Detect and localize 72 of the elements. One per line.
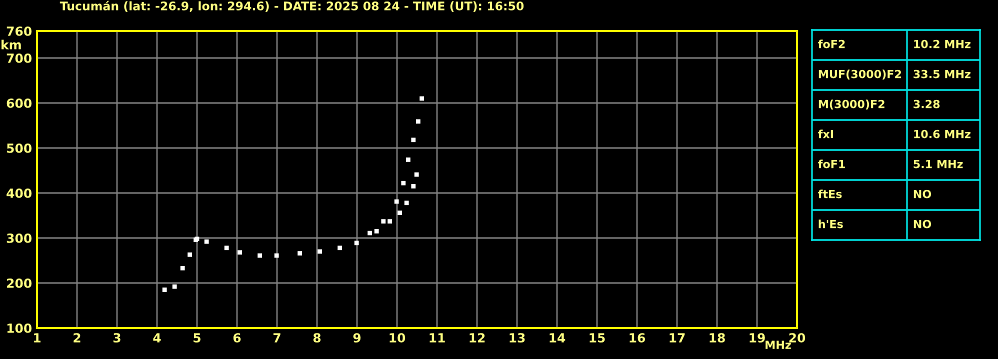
point	[298, 251, 302, 256]
x-tick-label: 10	[390, 333, 406, 343]
y-tick-label: 300	[6, 233, 32, 243]
y-tick-label: 400	[6, 188, 32, 198]
point	[388, 219, 392, 224]
x-tick-label: 12	[470, 333, 485, 342]
text: 33.5 MHz	[914, 70, 970, 78]
x-tick-label: 6	[233, 333, 241, 343]
x-tick-label: 18	[710, 333, 725, 343]
y-tick-label: 600	[6, 98, 32, 108]
point	[180, 266, 185, 270]
text: NO	[914, 190, 932, 198]
text: M(3000)F2	[818, 100, 884, 110]
point	[188, 252, 192, 257]
x-tick-label: 13	[510, 333, 525, 343]
point	[416, 119, 420, 124]
point	[411, 184, 416, 188]
point	[274, 253, 279, 258]
x-tick-label: 3	[113, 333, 120, 343]
text: 10.2 MHz	[914, 40, 970, 48]
point	[401, 180, 406, 186]
point	[172, 284, 177, 289]
y-tick-label: 500	[7, 143, 32, 153]
point	[224, 246, 229, 250]
point	[406, 158, 410, 162]
x-tick-label: 15	[590, 333, 605, 343]
x-tick-label: 8	[313, 333, 321, 343]
x-tick-label: 4	[153, 333, 161, 342]
point	[368, 230, 372, 236]
text: ftEs	[818, 190, 842, 198]
x-tick-label: 20	[789, 333, 806, 343]
x-tick-label: 19	[750, 333, 765, 343]
text: 5.1 MHz	[914, 160, 963, 168]
point	[204, 239, 209, 244]
point	[398, 210, 402, 215]
y-tick-label: 700	[6, 53, 32, 63]
x-tick-label: 7	[273, 333, 280, 342]
y-tick-label: 100	[7, 323, 32, 333]
point	[238, 250, 242, 255]
text: NO	[914, 220, 932, 228]
point	[374, 229, 379, 234]
point	[318, 249, 322, 254]
point	[354, 240, 359, 246]
x-axis-title: MHz	[766, 340, 791, 349]
point	[420, 96, 424, 101]
text: h'Es	[818, 220, 843, 228]
x-tick-label: 14	[550, 333, 566, 342]
x-tick-label: 11	[430, 333, 445, 342]
point	[411, 138, 416, 142]
y-tick-label: 200	[7, 278, 32, 288]
text: foF1	[818, 160, 845, 168]
point	[162, 288, 167, 292]
point	[404, 200, 409, 206]
text: 3.28	[914, 100, 940, 108]
y-tick-label: 760	[6, 26, 32, 36]
x-tick-label: 5	[194, 333, 200, 343]
point	[338, 246, 342, 250]
x-tick-label: 1	[34, 333, 40, 342]
text: 10.6 MHz	[914, 130, 970, 138]
point	[414, 172, 419, 177]
x-tick-label: 2	[74, 333, 80, 342]
point	[258, 253, 262, 258]
point	[394, 199, 399, 204]
x-tick-label: 9	[353, 333, 361, 343]
point	[381, 219, 386, 224]
text: fxI	[818, 130, 833, 138]
text: MUF(3000)F2	[818, 70, 901, 80]
y-axis-title: km	[2, 40, 21, 50]
x-tick-label: 16	[630, 333, 646, 343]
text: foF2	[818, 40, 845, 48]
x-tick-label: 17	[670, 333, 685, 342]
chart-title: Tucumán (lat: -26.9, lon: 294.6) - DATE: 2025 08 24 - TIME (UT): 16:50	[60, 0, 524, 12]
